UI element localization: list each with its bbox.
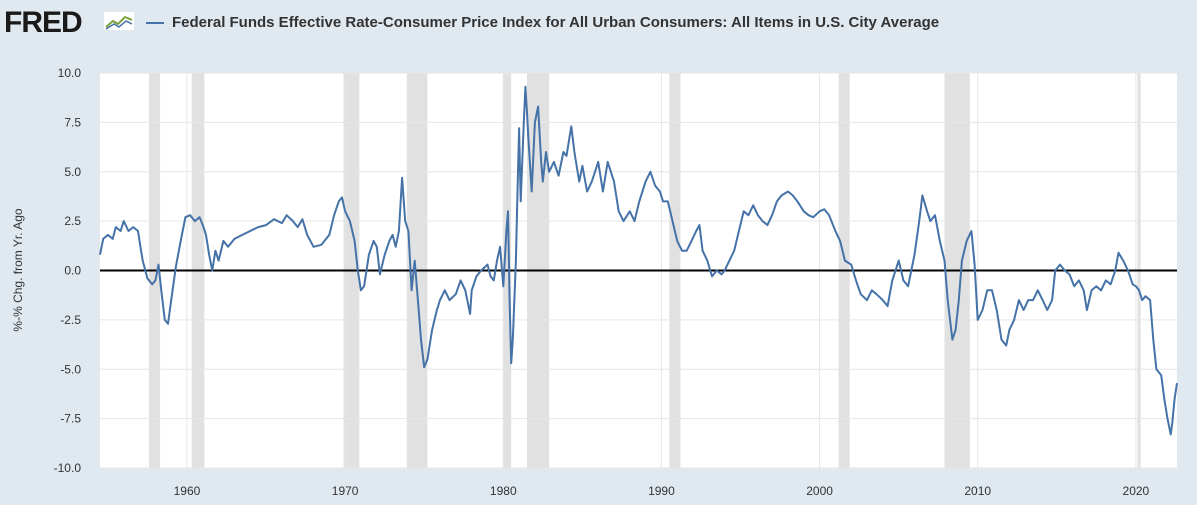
y-axis-label: %-% Chg. from Yr. Ago — [11, 208, 25, 331]
y-tick-label: 7.5 — [64, 115, 81, 129]
y-tick-label: -10.0 — [54, 461, 82, 475]
series-line — [99, 85, 1178, 436]
x-tick-label: 2020 — [1123, 484, 1150, 498]
chart-legend: Federal Funds Effective Rate-Consumer Pr… — [146, 14, 939, 31]
fred-graph-icon — [104, 12, 134, 30]
fred-logo[interactable]: FRED — [4, 6, 83, 39]
y-axis-ticks: 10.0 7.5 5.0 2.5 0.0 -2.5 -5.0 -7.5 -10.0 — [54, 66, 82, 475]
y-tick-label: 2.5 — [64, 214, 81, 228]
y-tick-label: 0.0 — [64, 264, 81, 278]
y-tick-label: 10.0 — [58, 66, 82, 80]
legend-line-swatch — [146, 21, 164, 24]
x-tick-label: 1960 — [174, 484, 201, 498]
x-tick-label: 2000 — [806, 484, 833, 498]
y-tick-label: 5.0 — [64, 165, 81, 179]
x-tick-label: 2010 — [964, 484, 991, 498]
series-title: Federal Funds Effective Rate-Consumer Pr… — [172, 14, 940, 31]
x-tick-label: 1990 — [648, 484, 675, 498]
y-tick-label: -5.0 — [60, 362, 81, 376]
y-tick-label: -7.5 — [60, 412, 81, 426]
series-polyline — [99, 85, 1178, 436]
x-axis-ticks: 1960 1970 1980 1990 2000 2010 2020 — [174, 484, 1150, 498]
y-tick-label: -2.5 — [60, 313, 81, 327]
x-tick-label: 1970 — [332, 484, 359, 498]
x-tick-label: 1980 — [490, 484, 517, 498]
